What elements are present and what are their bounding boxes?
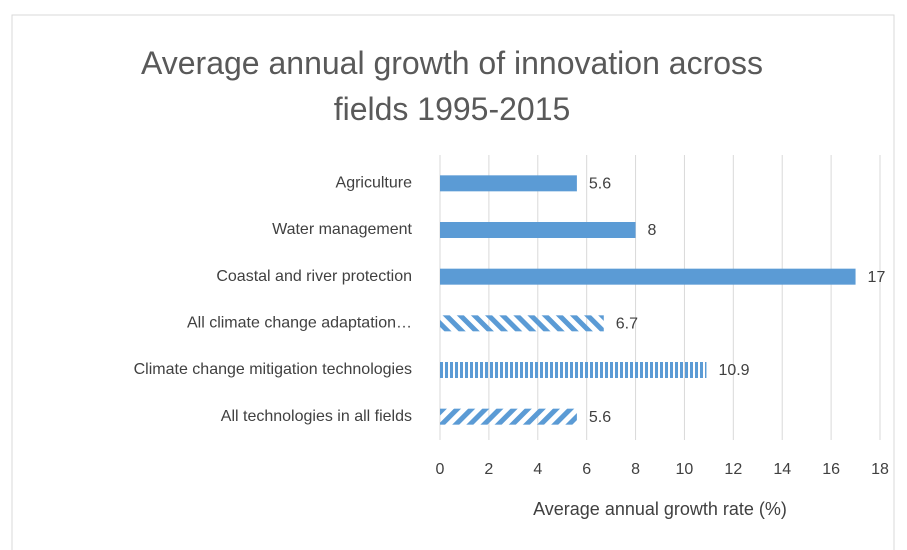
y-tick-label: All technologies in all fields	[221, 408, 412, 425]
x-tick-label: 14	[773, 461, 791, 478]
chart-title: Average annual growth of innovation acro…	[140, 45, 764, 127]
data-label: 8	[648, 222, 657, 239]
chart-border	[11, 14, 895, 550]
bar	[440, 362, 707, 378]
x-tick-label: 10	[676, 461, 694, 478]
y-tick-label: Water management	[272, 221, 412, 238]
x-tick-label: 8	[631, 461, 640, 478]
y-tick-label: Climate change mitigation technologies	[134, 361, 412, 378]
bar	[440, 408, 577, 425]
x-tick-label: 18	[871, 461, 889, 478]
x-tick-label: 0	[436, 461, 445, 478]
data-label: 5.6	[589, 409, 611, 426]
y-tick-label: Agriculture	[336, 175, 413, 192]
x-tick-label: 2	[484, 461, 493, 478]
y-tick-label: All climate change adaptation…	[187, 315, 412, 332]
x-tick-label: 4	[533, 461, 542, 478]
bar	[440, 315, 604, 332]
data-label: 6.7	[616, 316, 638, 333]
bar	[440, 222, 636, 238]
bar	[440, 268, 856, 285]
y-tick-label: Coastal and river protection	[216, 268, 412, 285]
data-label: 10.9	[718, 362, 749, 379]
x-tick-label: 16	[822, 461, 840, 478]
x-tick-label: 12	[724, 461, 742, 478]
data-label: 17	[868, 269, 886, 286]
x-tick-label: 6	[582, 461, 591, 478]
data-label: 5.6	[589, 176, 611, 193]
bar	[440, 175, 577, 192]
x-axis-title: Average annual growth rate (%)	[533, 499, 787, 519]
